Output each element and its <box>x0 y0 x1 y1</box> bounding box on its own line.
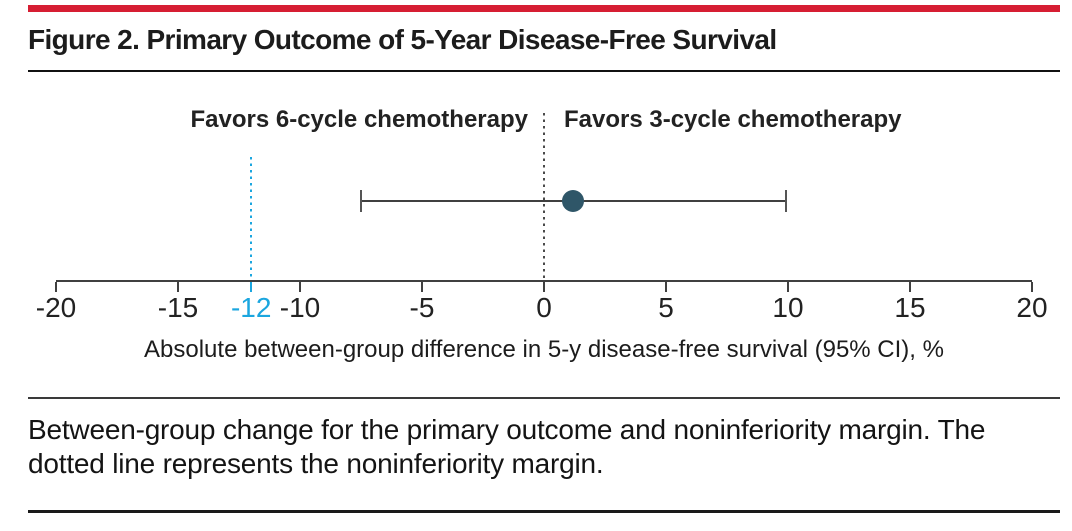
favors-left-label: Favors 6-cycle chemotherapy <box>190 106 529 133</box>
accent-bar <box>28 5 1060 12</box>
axis-tick-label-20: 20 <box>1016 292 1048 323</box>
figure-title: Figure 2. Primary Outcome of 5-Year Dise… <box>28 24 777 55</box>
axis-tick-label--12: -12 <box>230 292 272 323</box>
axis-tick-label--5: -5 <box>409 292 435 323</box>
ci-lower-cap <box>360 190 362 212</box>
favors-right-label: Favors 3-cycle chemotherapy <box>564 106 902 133</box>
axis-tick-20 <box>1031 282 1033 292</box>
caption-divider <box>28 397 1060 399</box>
title-divider <box>28 70 1060 72</box>
ci-upper-cap <box>784 190 787 212</box>
point-estimate-marker <box>562 190 585 212</box>
axis-tick-15 <box>909 282 911 292</box>
axis-tick-label--15: -15 <box>157 292 199 323</box>
zero-reference-line <box>543 113 545 282</box>
x-axis-label: Absolute between-group difference in 5-y… <box>144 336 944 363</box>
axis-tick--12 <box>250 282 253 292</box>
axis-tick-label-10: 10 <box>772 292 804 323</box>
forest-plot: Favors 6-cycle chemotherapy Favors 3-cyc… <box>36 100 1048 363</box>
axis-tick-5 <box>665 282 667 292</box>
axis-tick-label-15: 15 <box>894 292 926 323</box>
axis-tick-label-5: 5 <box>658 292 674 323</box>
noninferiority-margin-line <box>250 157 253 282</box>
axis-tick-label-0: 0 <box>536 292 552 323</box>
axis-tick-label--20: -20 <box>35 292 77 323</box>
axis-tick--10 <box>299 282 301 292</box>
axis-tick-10 <box>787 282 789 292</box>
bottom-divider <box>28 510 1060 513</box>
axis-tick--5 <box>421 282 423 292</box>
axis-tick-label--10: -10 <box>279 292 321 323</box>
x-axis-line <box>56 280 1032 282</box>
figure-caption: Between-group change for the primary out… <box>28 414 986 479</box>
axis-tick--20 <box>55 282 57 292</box>
axis-tick--15 <box>177 282 179 292</box>
axis-tick-0 <box>543 282 545 292</box>
